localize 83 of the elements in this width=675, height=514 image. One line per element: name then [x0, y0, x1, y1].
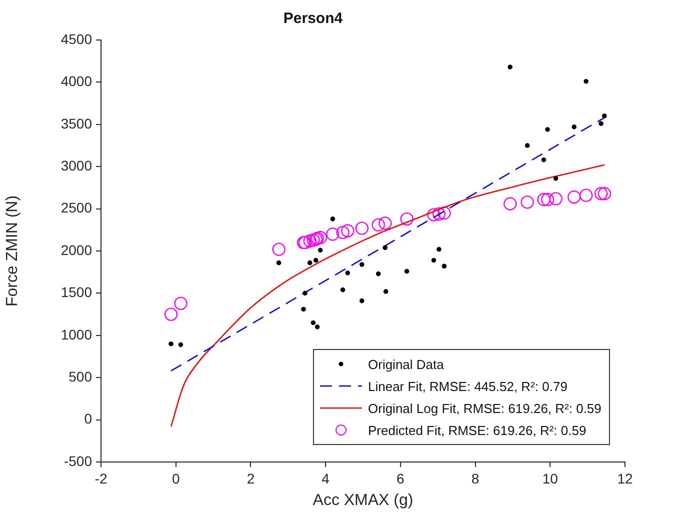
legend-label: Original Log Fit, RMSE: 619.26, R²: 0.59: [368, 400, 602, 416]
point: [602, 114, 607, 118]
point: [376, 271, 381, 276]
point: [594, 187, 608, 200]
point: [307, 260, 312, 266]
x-tick-label: 8: [471, 470, 480, 486]
point: [436, 246, 442, 252]
point: [306, 233, 320, 247]
point: [503, 197, 517, 210]
point: [549, 192, 562, 206]
point: [174, 296, 188, 310]
point: [303, 234, 316, 248]
point: [276, 260, 282, 266]
point: [340, 287, 346, 292]
y-tick-label: 4500: [60, 30, 92, 47]
y-tick-label: 1000: [60, 326, 92, 342]
y-axis-title: Force ZMIN (N): [4, 195, 22, 307]
point: [310, 320, 316, 326]
point: [400, 212, 414, 226]
y-tick-label: 2500: [60, 200, 92, 216]
y-tick-label: 0: [84, 410, 92, 427]
point: [359, 298, 364, 304]
point: [404, 268, 410, 274]
x-tick-label: 12: [617, 470, 633, 486]
point: [431, 258, 436, 263]
point: [302, 290, 308, 296]
point: [378, 216, 392, 230]
point: [318, 248, 323, 253]
chart-title: Person4: [283, 10, 344, 28]
point: [164, 308, 178, 321]
y-tick-label: 2000: [60, 242, 92, 258]
line-series: [170, 164, 606, 428]
x-axis-title: Acc XMAX (g): [312, 492, 414, 509]
legend-label: Linear Fit, RMSE: 445.52, R²: 0.79: [368, 378, 568, 394]
point: [553, 176, 558, 181]
y-tick-label: 500: [68, 368, 92, 384]
point: [330, 216, 336, 222]
point: [541, 157, 546, 162]
point: [432, 207, 446, 220]
x-tick-label: 6: [396, 470, 405, 486]
legend-label: Original Data: [368, 356, 444, 372]
y-tick-label: 3500: [60, 115, 92, 132]
x-tick-label: 0: [172, 470, 180, 486]
point: [520, 195, 534, 209]
legend-label: Predicted Fit, RMSE: 619.26, R²: 0.59: [368, 422, 586, 438]
x-tick-label: 10: [542, 470, 558, 486]
point: [355, 222, 368, 235]
x-tick-label: 4: [322, 470, 330, 486]
point: [301, 306, 306, 312]
point: [345, 270, 350, 276]
point: [545, 127, 550, 132]
point: [336, 226, 350, 240]
point: [598, 187, 612, 200]
point: [540, 192, 554, 206]
x-tick-label: -2: [94, 470, 108, 486]
point: [598, 121, 604, 126]
y-tick-label: -500: [64, 452, 92, 469]
point: [537, 192, 550, 206]
point: [359, 262, 364, 267]
point: [584, 78, 588, 84]
point: [382, 245, 388, 250]
point: [168, 341, 174, 346]
point: [579, 188, 593, 202]
point: [372, 218, 385, 232]
point: [427, 208, 440, 222]
point: [314, 324, 320, 330]
point: [314, 230, 327, 244]
point: [572, 124, 576, 130]
point: [524, 143, 530, 148]
point: [341, 224, 354, 238]
y-tick-label: 1500: [60, 284, 92, 300]
point: [272, 242, 286, 256]
point: [442, 264, 447, 269]
point: [313, 258, 318, 263]
y-tick-label: 4000: [60, 73, 92, 90]
y-tick-label: 3000: [60, 157, 92, 174]
point: [438, 206, 451, 220]
point: [383, 289, 388, 294]
point: [178, 342, 184, 348]
point: [567, 190, 581, 204]
x-tick-label: 2: [246, 470, 255, 486]
point: [508, 64, 512, 70]
point: [326, 228, 340, 241]
